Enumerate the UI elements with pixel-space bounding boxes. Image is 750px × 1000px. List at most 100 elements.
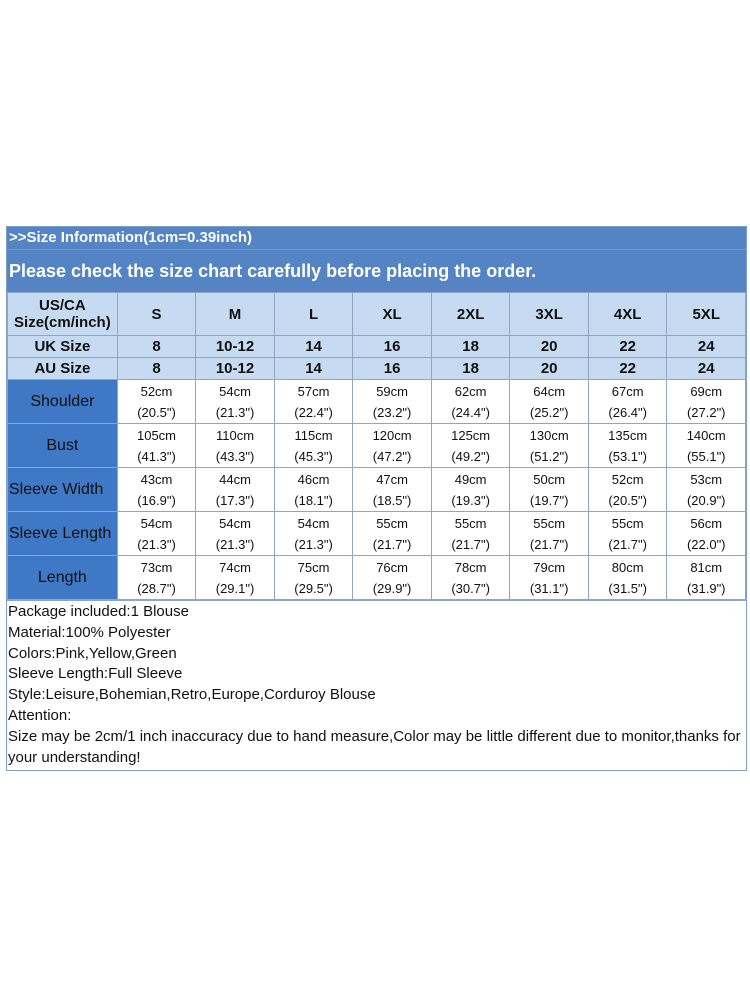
- measurement-cell: 67cm (26.4"): [587, 379, 668, 424]
- measurement-cell: 56cm (22.0"): [666, 511, 746, 556]
- attention-label: Attention:: [8, 706, 72, 724]
- cm-value: 54cm: [219, 515, 251, 531]
- inch-value: (20.9"): [686, 492, 726, 508]
- cm-value: 55cm: [533, 515, 566, 531]
- size-table: US/CA Size(cm/inch) S M L XL 2XL 3XL 4XL…: [7, 292, 746, 600]
- measurement-label: Sleeve Width: [7, 467, 118, 512]
- measurement-label: Sleeve Length: [7, 511, 118, 556]
- measurement-cell: 52cm (20.5"): [587, 467, 668, 512]
- inch-value: (51.2"): [529, 448, 569, 464]
- inch-value: (19.3"): [451, 492, 490, 508]
- inch-value: (18.5"): [372, 492, 412, 508]
- cm-value: 54cm: [219, 383, 251, 399]
- cm-value: 55cm: [454, 515, 487, 531]
- inch-value: (29.5"): [294, 580, 333, 596]
- measurement-cell: 44cm (17.3"): [195, 467, 275, 512]
- measurement-label: Shoulder: [7, 379, 118, 424]
- measurement-cell: 53cm (20.9"): [666, 467, 746, 512]
- cm-value: 56cm: [690, 515, 723, 531]
- style-info: Style:Leisure,Bohemian,Retro,Europe,Cord…: [8, 686, 376, 704]
- inch-value: (19.7"): [529, 492, 569, 508]
- au-size-row: AU Size 8 10-12 14 16 18 20 22 24: [7, 357, 746, 380]
- cm-value: 69cm: [690, 383, 723, 399]
- uk-size-cell: 18: [430, 335, 511, 358]
- cm-value: 54cm: [140, 515, 173, 531]
- measurement-cell: 120cm (47.2"): [352, 423, 432, 468]
- measurement-cell: 59cm (23.2"): [352, 379, 432, 424]
- measurement-cell: 140cm (55.1"): [666, 423, 746, 468]
- inch-value: (29.9"): [372, 580, 412, 596]
- cm-value: 73cm: [140, 559, 173, 575]
- cm-value: 80cm: [611, 559, 644, 575]
- measurement-cell: 62cm (24.4"): [430, 379, 511, 424]
- inch-value: (23.2"): [372, 404, 412, 420]
- measurement-cell: 64cm (25.2"): [509, 379, 589, 424]
- measurement-cell: 78cm (30.7"): [430, 555, 511, 600]
- cm-value: 79cm: [533, 559, 566, 575]
- size-s: S: [116, 292, 197, 336]
- uk-size-label: UK Size: [7, 335, 118, 358]
- cm-value: 52cm: [611, 471, 644, 487]
- measurement-cell: 76cm (29.9"): [352, 555, 432, 600]
- inch-value: (17.3"): [215, 492, 255, 508]
- measurement-cell: 73cm (28.7"): [116, 555, 197, 600]
- colors: Colors:Pink,Yellow,Green: [8, 644, 177, 662]
- size-4xl: 4XL: [587, 292, 668, 336]
- size-3xl: 3XL: [509, 292, 589, 336]
- cm-value: 52cm: [140, 383, 173, 399]
- inch-value: (30.7"): [451, 580, 490, 596]
- measurement-cell: 80cm (31.5"): [587, 555, 668, 600]
- size-xl: XL: [352, 292, 432, 336]
- cm-value: 78cm: [454, 559, 487, 575]
- cm-value: 81cm: [690, 559, 723, 575]
- inch-value: (49.2"): [451, 448, 490, 464]
- inch-value: (22.4"): [294, 404, 333, 420]
- us-size-label-line1: US/CA: [39, 297, 86, 314]
- measurement-cell: 54cm (21.3"): [116, 511, 197, 556]
- inch-value: (53.1"): [608, 448, 647, 464]
- cm-value: 53cm: [690, 471, 723, 487]
- inch-value: (26.4"): [608, 404, 647, 420]
- measurement-cell: 52cm (20.5"): [116, 379, 197, 424]
- size-2xl: 2XL: [430, 292, 511, 336]
- inch-value: (20.5"): [137, 404, 176, 420]
- uk-size-cell: 8: [116, 335, 197, 358]
- inch-value: (22.0"): [686, 536, 726, 552]
- attention-text: Size may be 2cm/1 inch inaccuracy due to…: [8, 727, 741, 766]
- cm-value: 55cm: [376, 515, 408, 531]
- inch-value: (55.1"): [686, 448, 726, 464]
- measurement-cell: 54cm (21.3"): [195, 511, 275, 556]
- measurement-cell: 55cm (21.7"): [509, 511, 589, 556]
- sleeve-length-info: Sleeve Length:Full Sleeve: [8, 665, 183, 683]
- us-size-label: US/CA Size(cm/inch): [7, 292, 118, 336]
- cm-value: 46cm: [297, 471, 330, 487]
- measurement-cell: 79cm (31.1"): [509, 555, 589, 600]
- au-size-cell: 10-12: [195, 357, 275, 380]
- inch-value: (29.1"): [215, 580, 255, 596]
- measurement-cell: 54cm (21.3"): [195, 379, 275, 424]
- measurement-row: Sleeve Length 54cm (21.3") 54cm (21.3") 54cm (…: [7, 511, 746, 556]
- measurement-cell: 43cm (16.9"): [116, 467, 197, 512]
- cm-value: 130cm: [529, 427, 569, 443]
- cm-value: 120cm: [372, 427, 412, 443]
- inch-value: (20.5"): [608, 492, 647, 508]
- measurement-cell: 55cm (21.7"): [587, 511, 668, 556]
- uk-size-cell: 10-12: [195, 335, 275, 358]
- measurement-cell: 57cm (22.4"): [273, 379, 354, 424]
- inch-value: (21.7"): [608, 536, 647, 552]
- inch-value: (21.3"): [215, 536, 255, 552]
- cm-value: 75cm: [297, 559, 330, 575]
- inch-value: (31.9"): [686, 580, 726, 596]
- inch-value: (24.4"): [451, 404, 490, 420]
- au-size-cell: 22: [587, 357, 668, 380]
- measurement-cell: 125cm (49.2"): [430, 423, 511, 468]
- measurement-cell: 105cm (41.3"): [116, 423, 197, 468]
- au-size-cell: 16: [352, 357, 432, 380]
- inch-value: (21.3"): [215, 404, 255, 420]
- us-size-label-line2: Size(cm/inch): [14, 314, 111, 331]
- measurement-cell: 49cm (19.3"): [430, 467, 511, 512]
- cm-value: 64cm: [533, 383, 566, 399]
- inch-value: (41.3"): [137, 448, 176, 464]
- size-info-heading: >>Size Information(1cm=0.39inch): [7, 227, 746, 249]
- package-included: Package included:1 Blouse: [8, 603, 189, 620]
